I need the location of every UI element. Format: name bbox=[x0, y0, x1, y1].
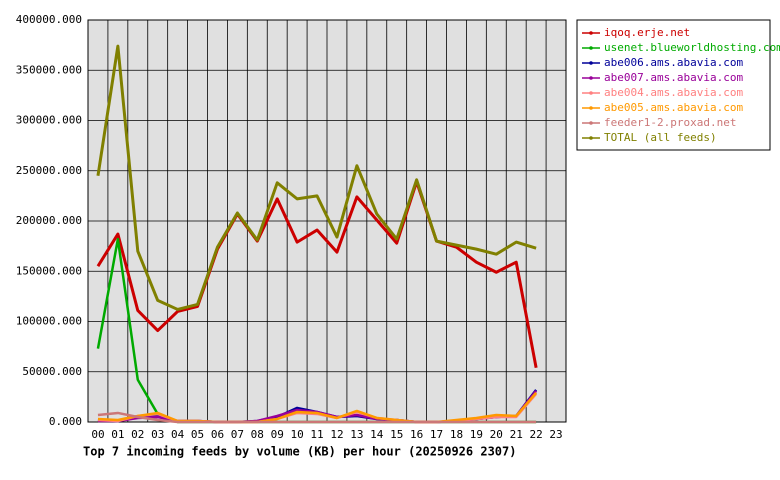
y-tick-label: 0.000 bbox=[49, 415, 82, 428]
y-tick-label: 50000.000 bbox=[22, 365, 82, 378]
x-tick-label: 16 bbox=[410, 428, 423, 441]
x-tick-label: 04 bbox=[171, 428, 185, 441]
x-tick-label: 06 bbox=[211, 428, 224, 441]
y-tick-label: 200000.000 bbox=[16, 214, 82, 227]
legend-label: feeder1-2.proxad.net bbox=[604, 116, 736, 129]
x-tick-label: 12 bbox=[330, 428, 343, 441]
x-tick-label: 22 bbox=[530, 428, 543, 441]
legend-label: abe004.ams.abavia.com bbox=[604, 86, 743, 99]
x-tick-label: 21 bbox=[510, 428, 523, 441]
x-tick-label: 11 bbox=[310, 428, 323, 441]
legend-label: TOTAL (all feeds) bbox=[604, 131, 717, 144]
legend-label: iqoq.erje.net bbox=[604, 26, 690, 39]
legend-label: abe005.ams.abavia.com bbox=[604, 101, 743, 114]
legend-label: usenet.blueworldhosting.com bbox=[604, 41, 780, 54]
series-line bbox=[97, 392, 538, 424]
y-tick-label: 300000.000 bbox=[16, 114, 82, 127]
x-tick-label: 13 bbox=[350, 428, 363, 441]
x-tick-label: 05 bbox=[191, 428, 204, 441]
x-tick-label: 15 bbox=[390, 428, 403, 441]
legend-marker bbox=[589, 106, 593, 110]
x-tick-label: 09 bbox=[271, 428, 284, 441]
y-tick-label: 100000.000 bbox=[16, 315, 82, 328]
y-tick-label: 350000.000 bbox=[16, 63, 82, 76]
x-tick-label: 17 bbox=[430, 428, 443, 441]
x-tick-label: 20 bbox=[490, 428, 503, 441]
x-tick-label: 07 bbox=[231, 428, 244, 441]
legend-marker bbox=[589, 91, 593, 95]
legend-marker bbox=[589, 121, 593, 125]
x-tick-label: 00 bbox=[91, 428, 104, 441]
chart-title: Top 7 incoming feeds by volume (KB) per … bbox=[83, 445, 516, 459]
x-tick-label: 02 bbox=[131, 428, 144, 441]
legend-box bbox=[576, 19, 771, 151]
legend-label: abe007.ams.abavia.com bbox=[604, 71, 743, 84]
series-line bbox=[96, 180, 538, 369]
x-tick-label: 14 bbox=[370, 428, 384, 441]
x-tick-label: 18 bbox=[450, 428, 463, 441]
series-line bbox=[97, 411, 537, 424]
x-tick-label: 03 bbox=[151, 428, 164, 441]
x-tick-label: 08 bbox=[251, 428, 264, 441]
y-tick-label: 400000.000 bbox=[16, 13, 82, 26]
legend-marker bbox=[589, 31, 593, 35]
legend-marker bbox=[589, 76, 593, 80]
legend-marker bbox=[589, 136, 593, 140]
x-tick-label: 01 bbox=[111, 428, 124, 441]
y-tick-label: 150000.000 bbox=[16, 264, 82, 277]
legend-label: abe006.ams.abavia.com bbox=[604, 56, 743, 69]
series-line bbox=[96, 44, 537, 311]
y-tick-label: 250000.000 bbox=[16, 164, 82, 177]
x-tick-label: 10 bbox=[291, 428, 304, 441]
legend-marker bbox=[589, 61, 593, 65]
legend-marker bbox=[589, 46, 593, 50]
x-tick-label: 19 bbox=[470, 428, 483, 441]
x-tick-label: 23 bbox=[549, 428, 562, 441]
